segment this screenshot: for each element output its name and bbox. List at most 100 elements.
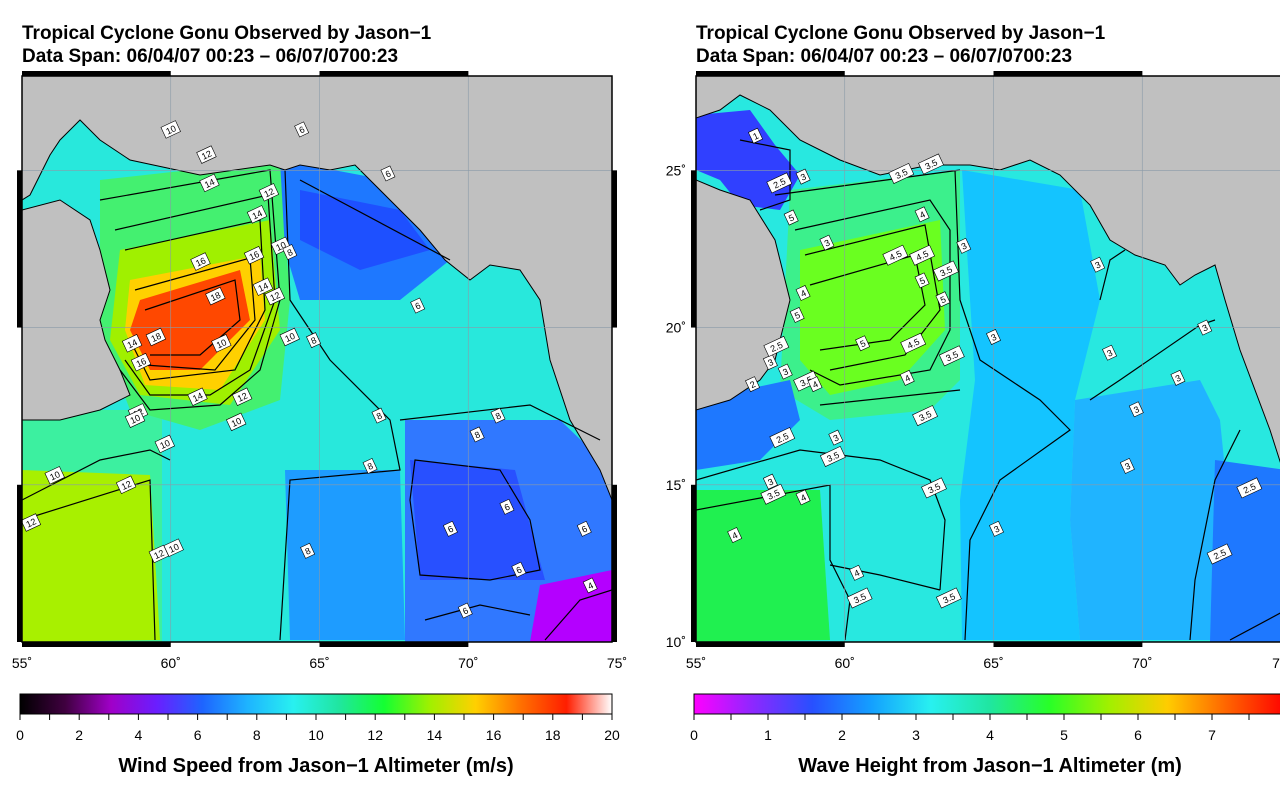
border-segment-top [993,71,1143,76]
colorbar-tick-label: 0 [690,727,698,743]
contour-label: 3 [762,354,778,371]
wave-contour-2-5 [1189,429,1241,641]
svg-text:4: 4 [799,288,808,299]
svg-text:4: 4 [586,580,595,591]
contour-label: 4 [914,206,930,223]
wave-contour-3-5-mid [819,389,961,406]
contour-label: 2.5 [1236,477,1263,499]
contour-label: 3 [1090,256,1106,273]
contour-label: 14 [199,173,220,193]
border-segment-top [22,71,171,76]
wind-colorbar-ticks: 0 2 4 6 8 10 12 14 16 18 20 [16,714,620,743]
contour-label: 5 [935,291,951,308]
svg-text:8: 8 [375,410,384,421]
contour-label: 6 [442,520,458,537]
contour-label: 8 [282,244,298,261]
svg-text:3: 3 [1174,373,1183,384]
svg-text:18: 18 [149,331,162,344]
wind-map-subtitle: Data Span: 06/04/07 00:23 – 06/07/0700:2… [22,46,398,67]
colorbar-tick-label: 5 [1060,727,1068,743]
contour-label: 3.5 [760,483,787,505]
wind-zone-south-central [285,470,405,640]
svg-text:3.5: 3.5 [825,450,841,464]
svg-text:3: 3 [1132,404,1141,415]
svg-text:12: 12 [200,148,213,161]
wind-land [22,76,612,501]
wind-contour-4 [544,589,612,641]
contour-label: 3.5 [888,162,915,184]
contour-label: 4.5 [909,244,936,266]
colorbar-tick-label: 10 [308,727,324,743]
svg-text:3.5: 3.5 [894,167,910,181]
contour-label: 8 [300,542,316,559]
svg-text:8: 8 [366,461,375,472]
contour-label: 8 [362,457,378,474]
contour-label: 3.5 [932,260,959,282]
contour-label: 4 [849,564,865,581]
contour-label: 2.5 [1206,543,1233,565]
wind-map-frame [21,75,613,643]
wind-contour-14 [124,219,266,381]
colorbar-tick-label: 12 [367,727,383,743]
svg-text:14: 14 [251,208,264,221]
svg-text:4.5: 4.5 [906,337,922,351]
contour-label: 3 [1170,369,1186,386]
svg-text:8: 8 [303,546,312,557]
border-segment-left [691,170,696,328]
colorbar-tick-label: 3 [912,727,920,743]
svg-text:3.5: 3.5 [923,157,939,171]
svg-text:12: 12 [268,290,281,303]
svg-text:6: 6 [580,524,589,535]
contour-label: 3 [777,363,793,380]
wind-map-area: 1012141618181614101412121010161412141210… [22,76,612,642]
wave-contour-4-5 [804,224,941,371]
contour-label: 14 [252,277,274,296]
svg-text:10: 10 [48,469,61,482]
contour-label: 6 [499,498,515,515]
contour-label: 6 [511,561,527,578]
x-tick-label: 60˚ [161,655,181,671]
svg-text:5: 5 [939,294,948,305]
svg-text:6: 6 [384,168,393,179]
wave-contour-3-5-south [696,449,946,591]
contour-label: 8 [371,407,387,424]
wave-height-map-panel: Tropical Cyclone Gonu Observed by Jason−… [666,23,1280,777]
wind-map-x-ticks: 55˚ 60˚ 65˚ 70˚ 75˚ [12,655,627,671]
contour-label: 16 [190,252,211,271]
wave-contour-2-5-se [1229,612,1280,641]
border-segment-left [17,484,22,642]
contour-label: 8 [306,332,322,349]
x-tick-label: 70˚ [458,655,478,671]
svg-text:10: 10 [164,123,177,136]
contour-label: 12 [22,513,42,532]
wind-contours [22,169,612,641]
contour-label: 3.5 [846,587,873,609]
wind-contour-6-se [409,459,541,581]
svg-text:3.5: 3.5 [938,264,954,278]
svg-text:1: 1 [751,131,760,142]
wind-colorbar-label: Wind Speed from Jason−1 Altimeter (m/s) [118,755,513,777]
svg-text:12: 12 [120,479,133,492]
colorbar-tick-label: 2 [75,727,83,743]
wave-colorbar-label: Wave Height from Jason−1 Altimeter (m) [798,755,1182,777]
svg-text:5: 5 [793,310,802,321]
svg-text:10: 10 [129,413,142,426]
svg-text:4: 4 [811,379,820,390]
colorbar-tick-label: 16 [486,727,502,743]
svg-text:4: 4 [918,209,927,220]
wave-contour-4 [794,199,951,386]
wind-contour-labels: 1012141618181614101412121010161412141210… [22,120,598,619]
svg-text:6: 6 [503,502,512,513]
wave-map-frame [695,75,1280,643]
contour-label: 4.5 [900,332,927,354]
contour-label: 18 [205,286,226,306]
wave-land [696,76,1280,463]
border-segment-left [17,170,22,328]
svg-text:6: 6 [515,565,524,576]
colorbar-tick-label: 6 [1134,727,1142,743]
svg-text:10: 10 [283,331,296,344]
wave-colorbar [693,693,1280,715]
svg-text:5: 5 [787,212,796,223]
contour-label: 5 [783,209,799,226]
contour-label: 3 [828,429,844,446]
